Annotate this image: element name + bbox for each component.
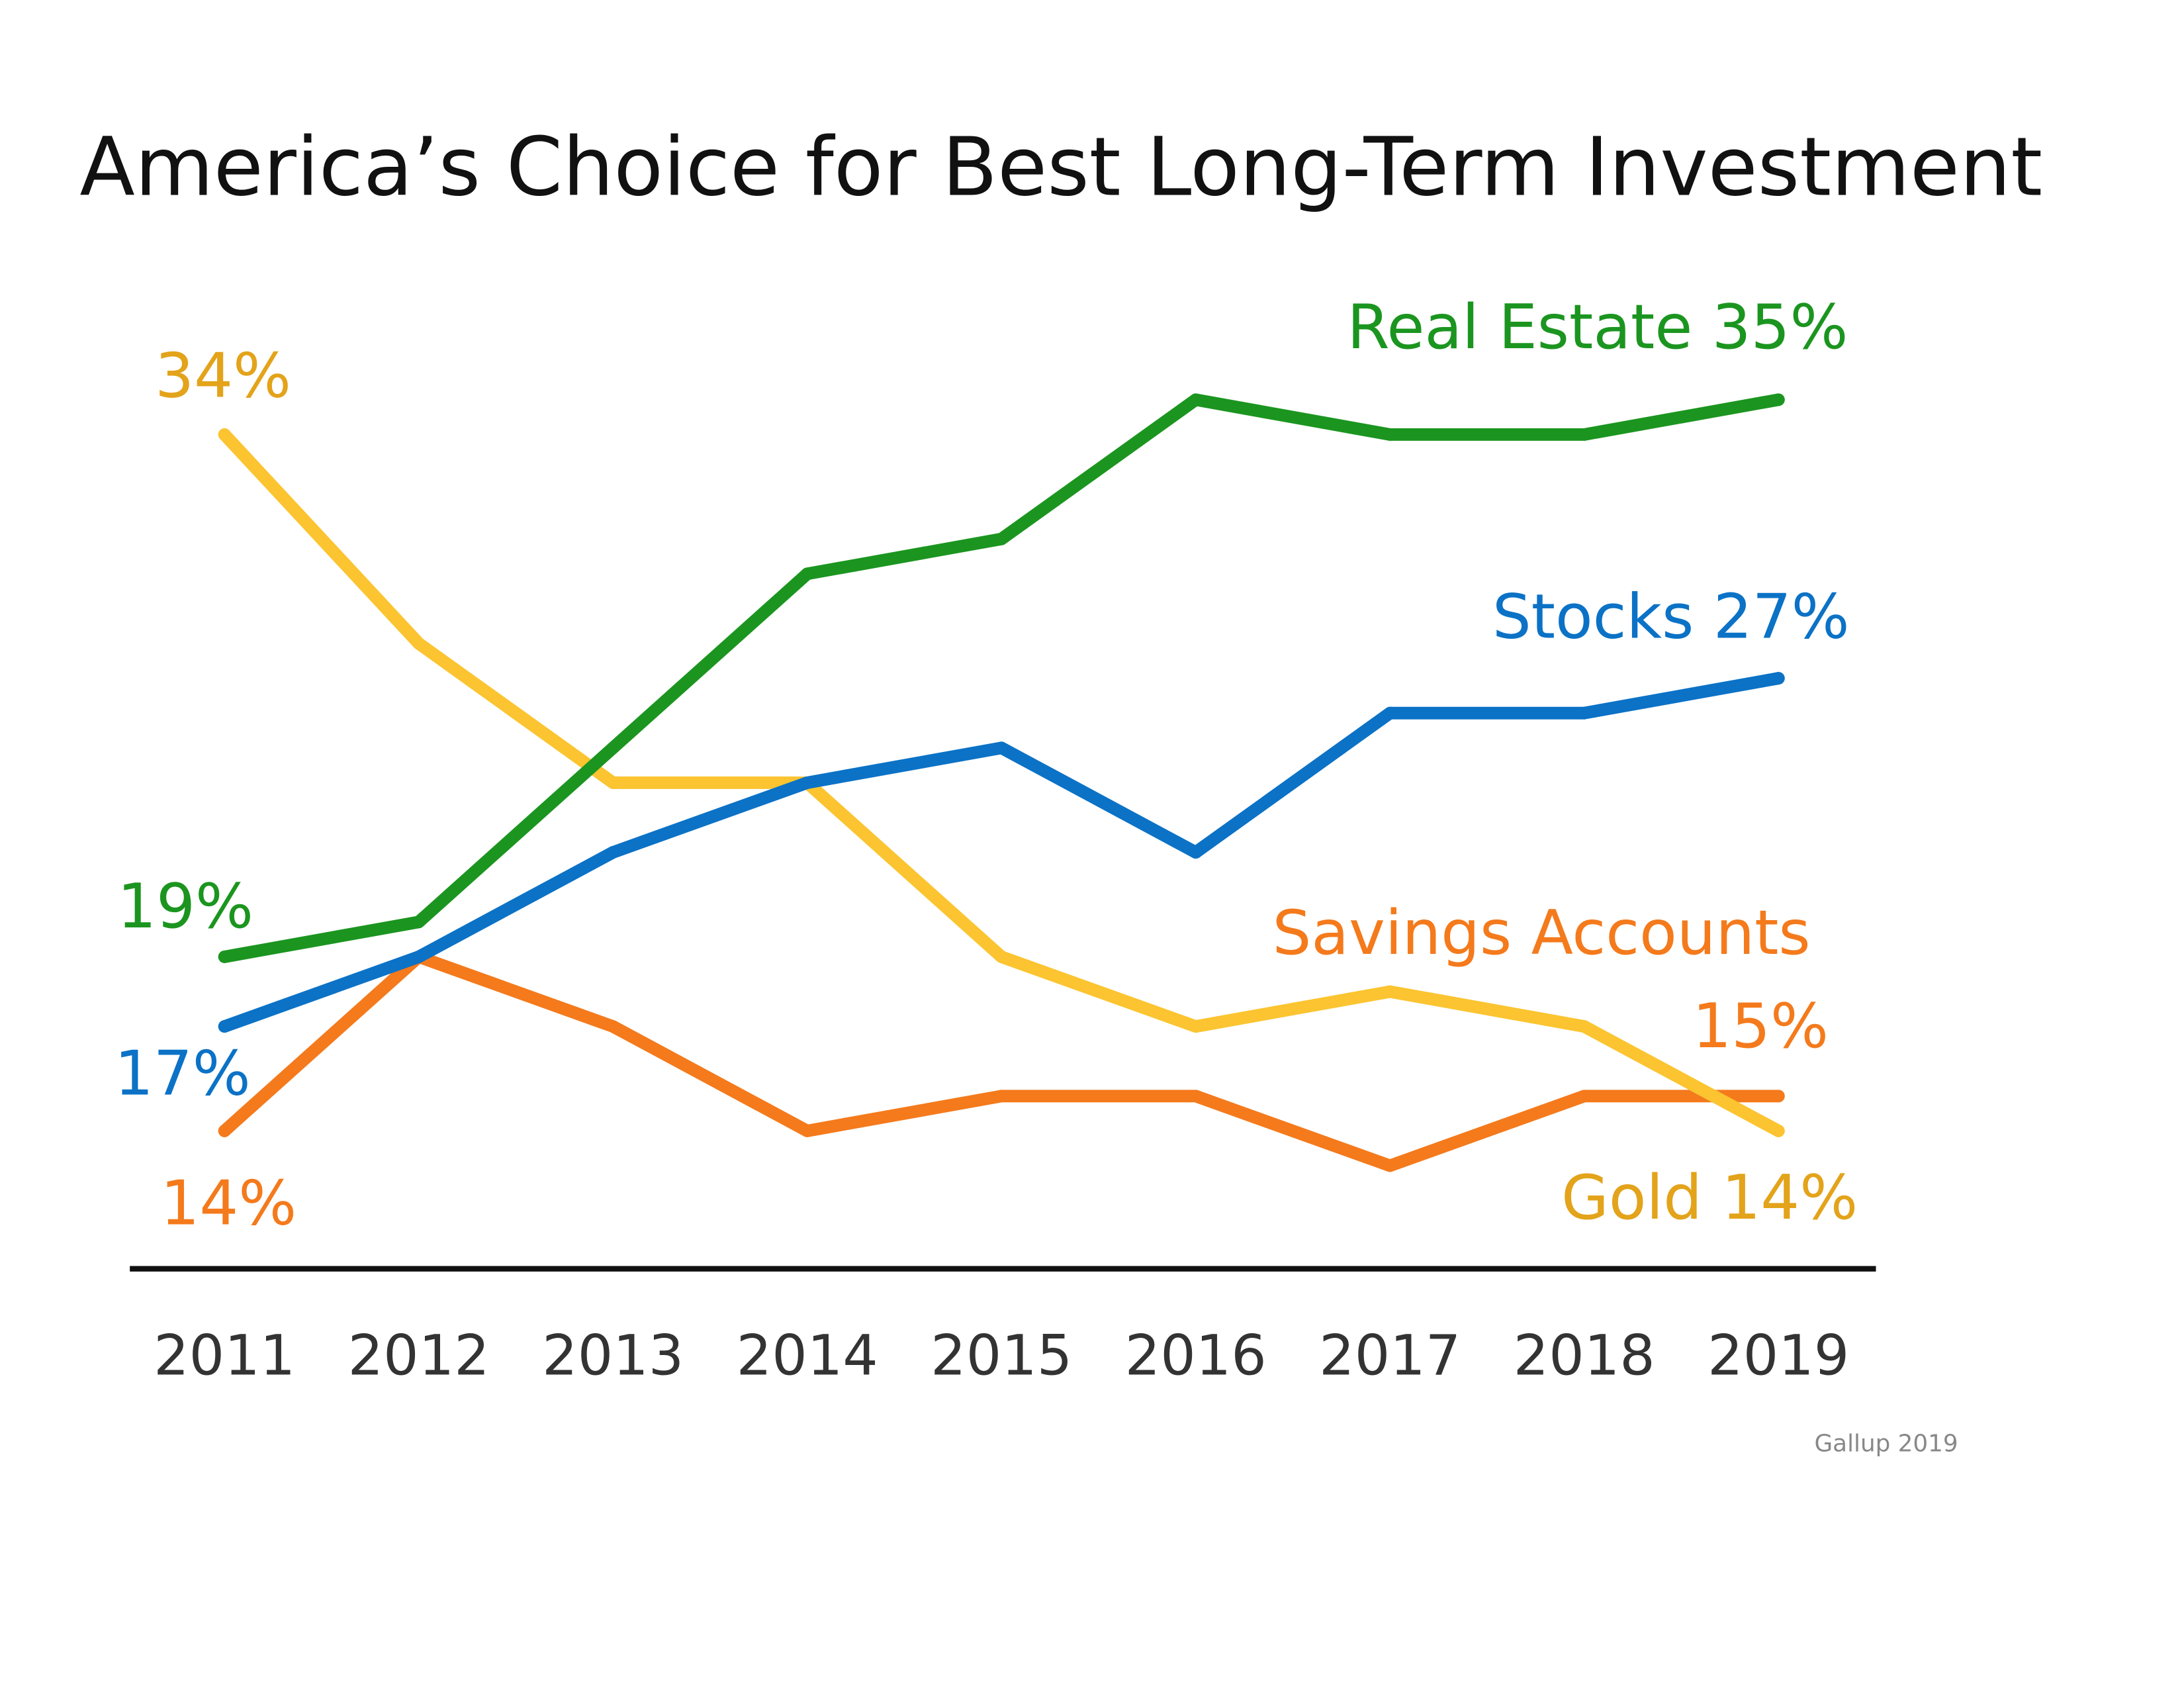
data-point-real-estate-2017 [1383,428,1396,441]
label-savings-name: Savings Accounts [1273,897,1811,968]
x-tick-label: 2014 [737,1323,878,1388]
x-tick-label: 2011 [154,1323,295,1388]
data-point-real-estate-2019 [1772,393,1785,406]
data-point-savings-accounts-2015 [995,1090,1008,1103]
data-point-real-estate-2011 [218,950,231,963]
source-note: Gallup 2019 [1814,1430,1958,1457]
data-point-stocks-2011 [218,1020,231,1033]
label-savings-start: 14% [160,1167,296,1239]
data-point-gold-2015 [995,950,1008,963]
data-point-real-estate-2016 [1189,393,1203,406]
data-point-gold-2012 [412,637,426,650]
data-point-real-estate-2012 [412,915,426,929]
data-point-stocks-2017 [1383,706,1396,720]
data-point-gold-2013 [606,776,619,789]
data-point-stocks-2018 [1578,706,1591,720]
data-point-real-estate-2014 [801,567,814,581]
data-point-gold-2018 [1578,1020,1591,1033]
data-point-gold-2017 [1383,985,1396,998]
chart-title: America’s Choice for Best Long-Term Inve… [79,120,2042,214]
data-point-stocks-2016 [1189,846,1203,859]
data-point-savings-accounts-2019 [1772,1090,1785,1103]
data-point-savings-accounts-2016 [1189,1090,1203,1103]
data-point-savings-accounts-2013 [606,1020,619,1033]
data-point-savings-accounts-2011 [218,1124,231,1137]
label-stocks-end: Stocks 27% [1492,581,1850,653]
x-tick-label: 2015 [931,1323,1072,1388]
label-gold-start: 34% [155,340,291,412]
x-tick-label: 2017 [1319,1323,1461,1388]
data-point-gold-2019 [1772,1124,1785,1137]
label-real-estate-start: 19% [117,870,253,942]
data-point-stocks-2012 [412,950,426,963]
data-point-savings-accounts-2018 [1578,1090,1591,1103]
x-tick-label: 2013 [542,1323,684,1388]
label-savings-end: 15% [1692,990,1829,1062]
data-point-real-estate-2018 [1578,428,1591,441]
data-point-stocks-2015 [995,741,1008,755]
data-point-savings-accounts-2014 [801,1124,814,1137]
x-tick-label: 2012 [348,1323,490,1388]
data-point-real-estate-2015 [995,532,1008,545]
label-stocks-start: 17% [114,1038,251,1109]
data-point-gold-2016 [1189,1020,1203,1033]
data-point-stocks-2013 [606,846,619,859]
x-tick-label: 2016 [1125,1323,1267,1388]
data-point-real-estate-2013 [606,741,619,755]
x-tick-label: 2019 [1707,1323,1849,1388]
x-tick-label: 2018 [1514,1323,1655,1388]
data-point-savings-accounts-2017 [1383,1159,1396,1172]
data-point-stocks-2014 [801,776,814,789]
label-real-estate-end: Real Estate 35% [1347,291,1848,363]
data-point-stocks-2019 [1772,672,1785,685]
series-line-savings-accounts [218,950,1785,1172]
label-gold-end: Gold 14% [1561,1162,1858,1233]
data-point-gold-2011 [218,428,231,441]
